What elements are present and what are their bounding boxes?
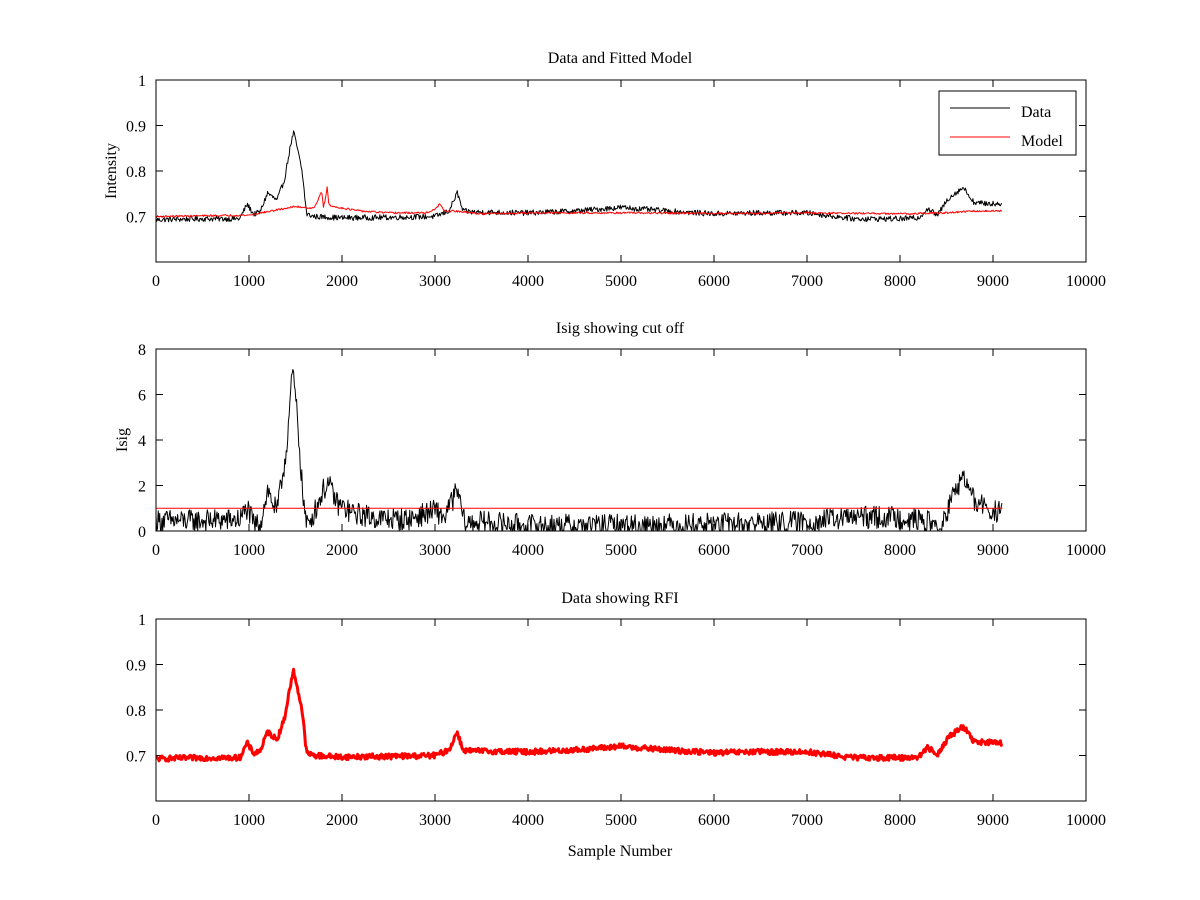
panel-data-and-model: Data and Fitted Model Intensity 0 1000 200… bbox=[103, 50, 1106, 290]
panel-rfi: Data showing RFI 0 1000 2000 3000 4000 5000 60… bbox=[126, 590, 1106, 860]
x-tick-label: 7000 bbox=[791, 542, 823, 559]
x-tick-label: 2000 bbox=[326, 542, 358, 559]
x-tick-label: 7000 bbox=[791, 273, 823, 290]
x-tick-label: 0 bbox=[152, 812, 160, 829]
y-tick-label: 0.7 bbox=[126, 210, 146, 227]
x-tick-label: 9000 bbox=[977, 542, 1009, 559]
panel3-plot-lines bbox=[155, 667, 1004, 763]
x-tick-label: 6000 bbox=[698, 273, 730, 290]
x-tick-label: 10000 bbox=[1066, 542, 1106, 559]
panel3-ticks: 0 1000 2000 3000 4000 5000 6000 7000 8000 9000 100… bbox=[126, 612, 1106, 829]
x-tick-label: 5000 bbox=[605, 273, 637, 290]
panel-isig: Isig showing cut off Isig 0 1000 2000 3000 4… bbox=[114, 320, 1106, 559]
y-tick-label: 4 bbox=[138, 433, 146, 450]
panel2-plot-lines bbox=[155, 369, 1003, 532]
panel1-axes-box bbox=[155, 79, 1087, 263]
x-tick-label: 8000 bbox=[884, 542, 916, 559]
panel3-axes-box bbox=[155, 618, 1087, 802]
panel3-title: Data showing RFI bbox=[561, 590, 678, 607]
panel2-ticks: 0 1000 2000 3000 4000 5000 6000 7000 8000 9000 100… bbox=[138, 342, 1106, 559]
x-tick-label: 1000 bbox=[233, 812, 265, 829]
series-line-data bbox=[155, 667, 1004, 763]
series-line-isig bbox=[155, 369, 1003, 532]
x-tick-label: 8000 bbox=[884, 273, 916, 290]
x-tick-label: 1000 bbox=[233, 273, 265, 290]
panel2-title: Isig showing cut off bbox=[556, 320, 685, 337]
panel2-ylabel: Isig bbox=[114, 428, 131, 452]
panel3-xlabel: Sample Number bbox=[568, 843, 673, 860]
x-tick-label: 10000 bbox=[1066, 812, 1106, 829]
y-tick-label: 0.8 bbox=[126, 703, 146, 720]
y-tick-label: 0 bbox=[138, 524, 146, 541]
x-tick-label: 6000 bbox=[698, 542, 730, 559]
x-tick-label: 5000 bbox=[605, 542, 637, 559]
panel2-axes-box bbox=[155, 348, 1087, 532]
x-tick-label: 2000 bbox=[326, 273, 358, 290]
x-tick-label: 3000 bbox=[419, 273, 451, 290]
y-tick-label: 0.9 bbox=[126, 658, 146, 675]
x-tick-label: 1000 bbox=[233, 542, 265, 559]
x-tick-label: 7000 bbox=[791, 812, 823, 829]
x-tick-label: 6000 bbox=[698, 812, 730, 829]
panel1-title: Data and Fitted Model bbox=[548, 50, 693, 67]
x-tick-label: 9000 bbox=[977, 812, 1009, 829]
x-tick-label: 2000 bbox=[326, 812, 358, 829]
y-tick-label: 2 bbox=[138, 479, 146, 496]
x-tick-label: 3000 bbox=[419, 812, 451, 829]
y-tick-label: 0.9 bbox=[126, 119, 146, 136]
series-line-data bbox=[155, 130, 1003, 223]
x-tick-label: 5000 bbox=[605, 812, 637, 829]
x-tick-label: 8000 bbox=[884, 812, 916, 829]
series-line-model bbox=[155, 186, 1003, 218]
x-tick-label: 9000 bbox=[977, 273, 1009, 290]
panel1-ylabel: Intensity bbox=[103, 143, 120, 199]
legend-box bbox=[938, 90, 1077, 156]
legend-label-model: Model bbox=[1021, 133, 1063, 150]
y-tick-label: 0.7 bbox=[126, 749, 146, 766]
legend-label-data: Data bbox=[1021, 104, 1051, 121]
y-tick-label: 1 bbox=[138, 73, 146, 90]
x-tick-label: 10000 bbox=[1066, 273, 1106, 290]
y-tick-label: 6 bbox=[138, 388, 146, 405]
y-tick-label: 1 bbox=[138, 612, 146, 629]
y-tick-label: 8 bbox=[138, 342, 146, 359]
panel1-ticks: 0 1000 2000 3000 4000 5000 6000 7000 8000 9000 100… bbox=[126, 73, 1106, 290]
x-tick-label: 0 bbox=[152, 273, 160, 290]
y-tick-label: 0.8 bbox=[126, 164, 146, 181]
x-tick-label: 4000 bbox=[512, 273, 544, 290]
panel1-plot-lines bbox=[155, 130, 1003, 223]
x-tick-label: 0 bbox=[152, 542, 160, 559]
x-tick-label: 4000 bbox=[512, 812, 544, 829]
legend: Data Model bbox=[938, 90, 1077, 156]
x-tick-label: 4000 bbox=[512, 542, 544, 559]
x-tick-label: 3000 bbox=[419, 542, 451, 559]
